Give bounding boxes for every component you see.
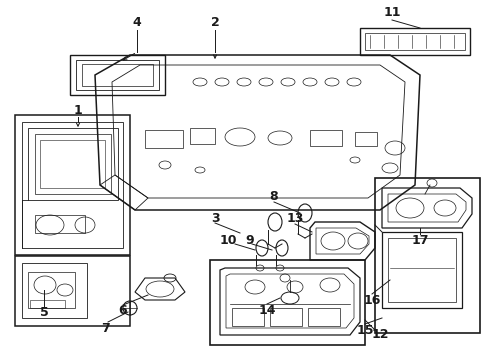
Text: 11: 11 (383, 5, 401, 18)
Text: 15: 15 (356, 324, 374, 337)
Text: 6: 6 (119, 303, 127, 316)
Bar (375, 178, 480, 333)
Text: 16: 16 (363, 293, 381, 306)
Bar (145, 130, 183, 148)
Bar (190, 128, 215, 144)
Bar (308, 308, 340, 326)
Text: 1: 1 (74, 104, 82, 117)
Text: 4: 4 (133, 15, 142, 28)
Bar (30, 300, 65, 308)
Bar (210, 260, 365, 345)
Text: 14: 14 (258, 303, 276, 316)
Bar (310, 130, 342, 146)
Text: 17: 17 (411, 234, 429, 247)
Text: 10: 10 (219, 234, 237, 247)
Text: 12: 12 (371, 328, 389, 342)
Bar (270, 308, 302, 326)
Bar (355, 132, 377, 146)
Bar (232, 308, 264, 326)
Text: 13: 13 (286, 212, 304, 225)
Text: 3: 3 (211, 212, 220, 225)
Text: 2: 2 (211, 15, 220, 28)
Text: 8: 8 (270, 189, 278, 202)
Text: 5: 5 (40, 306, 49, 320)
Bar (15, 256, 130, 326)
Bar (22, 263, 87, 318)
Text: 9: 9 (245, 234, 254, 247)
Text: 7: 7 (100, 321, 109, 334)
Bar (35, 215, 85, 233)
